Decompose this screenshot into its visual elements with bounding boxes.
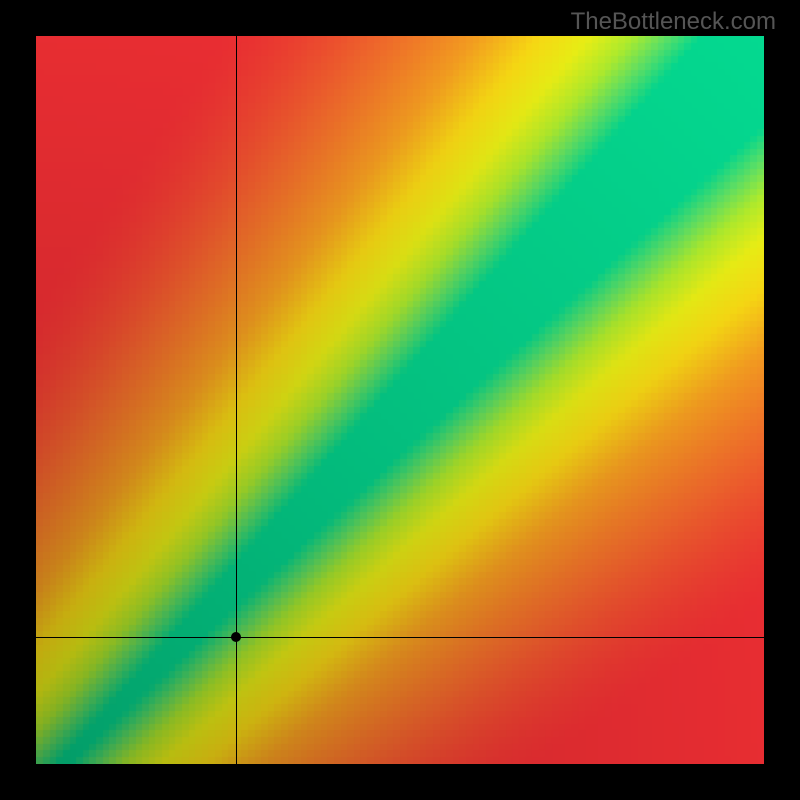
crosshair-vertical xyxy=(236,36,237,764)
selection-marker xyxy=(231,632,241,642)
watermark-text: TheBottleneck.com xyxy=(571,8,776,36)
plot-area xyxy=(36,36,764,764)
bottleneck-heatmap xyxy=(36,36,764,764)
crosshair-horizontal xyxy=(36,637,764,638)
